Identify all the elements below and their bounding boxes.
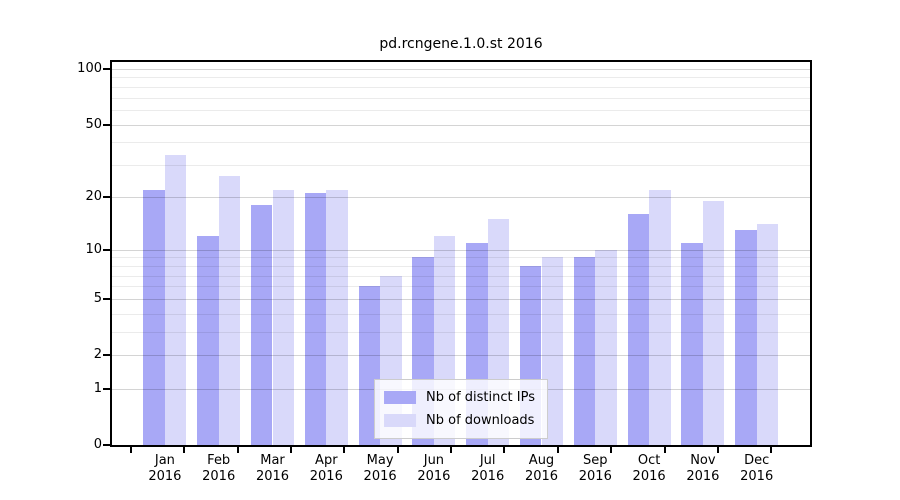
legend: Nb of distinct IPs Nb of downloads [374,379,548,439]
x-tick [236,447,239,453]
x-tick-label: Aug 2016 [510,453,574,485]
x-tick-label-month: Mar [260,453,285,468]
y-tick [103,195,110,198]
legend-swatch-distinct-ips [384,391,417,404]
bar-downloads [272,189,295,445]
x-tick [556,447,559,453]
x-tick-label-month: Jan [154,453,175,468]
y-tick [103,248,110,251]
x-tick-label-year: 2016 [148,469,182,484]
bar-downloads [595,249,617,445]
y-tick-label: 5 [93,291,102,307]
x-tick-label-month: Nov [690,453,716,468]
x-tick [183,447,186,453]
bar-distinct-ips [573,257,596,445]
x-tick-label: Dec 2016 [725,453,789,485]
x-tick [716,447,719,453]
x-tick-label-year: 2016 [632,469,666,484]
bar-downloads [702,200,725,445]
x-tick [610,447,613,453]
x-tick-label-year: 2016 [417,469,451,484]
x-tick [343,447,346,453]
bar-downloads [164,155,187,445]
x-tick-label-month: May [366,453,394,468]
x-tick-label: Jul 2016 [456,453,520,485]
y-tick-label: 10 [85,241,102,257]
bar-distinct-ips [143,189,165,445]
x-tick-label-month: Oct [637,453,661,468]
y-tick [103,387,110,390]
y-tick [103,123,110,126]
chart-title: pd.rcngene.1.0.st 2016 [379,36,543,52]
x-tick-label: Jan 2016 [133,453,197,485]
y-tick [103,298,110,301]
x-tick-label-year: 2016 [471,469,505,484]
x-tick-label-year: 2016 [578,469,612,484]
x-tick-label-year: 2016 [740,469,774,484]
bar-distinct-ips [250,205,273,445]
legend-label-distinct-ips: Nb of distinct IPs [426,390,535,405]
x-tick-label-month: Feb [207,453,231,468]
x-tick-label-month: Jul [479,453,496,468]
x-tick [450,447,453,453]
y-tick-label: 1 [93,380,102,396]
x-tick-label-month: Aug [528,453,555,468]
x-tick-label: Jun 2016 [402,453,466,485]
y-tick [103,354,110,357]
bar-distinct-ips [681,242,703,445]
legend-item-distinct-ips: Nb of distinct IPs [384,386,535,409]
legend-swatch-downloads [384,414,417,427]
y-tick [103,68,110,70]
x-tick [663,447,666,453]
x-tick-label-year: 2016 [524,469,559,484]
x-tick-label-month: Jun [423,453,445,468]
x-tick-label-year: 2016 [255,469,290,484]
x-tick-label: Oct 2016 [617,453,681,485]
y-tick-label: 2 [93,347,102,363]
bar-distinct-ips [304,193,327,445]
legend-label-downloads: Nb of downloads [426,413,535,428]
x-tick [503,447,506,453]
y-tick [103,444,110,446]
x-tick-label-year: 2016 [309,469,343,484]
bar-distinct-ips [735,229,757,445]
x-tick-label-year: 2016 [202,469,236,484]
x-tick-label-year: 2016 [363,469,397,484]
x-tick-label-month: Sep [583,453,608,468]
bar-distinct-ips [627,214,650,445]
y-tick-label: 100 [77,61,102,76]
x-tick-label: Apr 2016 [294,453,358,485]
x-tick-label: Nov 2016 [671,453,735,485]
x-tick-label-month: Apr [315,453,338,468]
bar-downloads [649,189,671,445]
bar-distinct-ips [197,236,219,445]
x-tick [130,447,132,453]
x-tick-label: Feb 2016 [187,453,251,485]
plot-area: Nb of distinct IPs Nb of downloads [110,60,812,447]
legend-item-downloads: Nb of downloads [384,409,535,432]
x-tick-label: May 2016 [348,453,412,485]
bar-downloads [756,224,779,445]
y-tick-label: 50 [85,116,102,132]
y-tick-label: 0 [93,437,102,452]
x-tick-label-month: Dec [744,453,770,468]
x-tick [770,447,773,453]
x-tick [290,447,293,453]
y-tick-label: 20 [85,188,102,204]
bar-downloads [326,189,348,445]
x-tick-label-year: 2016 [686,469,720,484]
x-tick-label: Sep 2016 [563,453,627,485]
bar-downloads [218,176,241,445]
x-tick [396,447,399,453]
x-tick-label: Mar 2016 [241,453,305,485]
